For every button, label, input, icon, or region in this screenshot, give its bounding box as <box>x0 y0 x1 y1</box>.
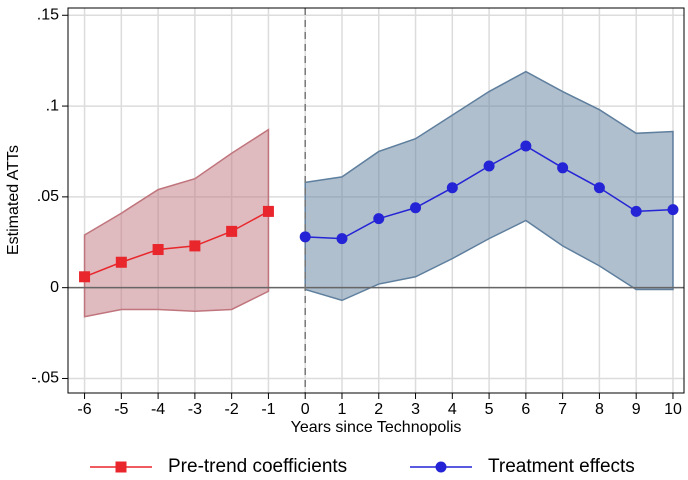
marker <box>446 182 458 194</box>
marker <box>373 213 385 225</box>
x-tick-label: 10 <box>664 401 682 418</box>
x-tick-label: -5 <box>114 401 128 418</box>
x-tick-label: 2 <box>374 401 383 418</box>
marker <box>483 160 495 172</box>
marker <box>79 271 91 283</box>
confidence-band <box>83 128 270 318</box>
x-tick-label: 5 <box>485 401 494 418</box>
x-tick-label: -6 <box>77 401 91 418</box>
x-tick-label: 7 <box>558 401 567 418</box>
marker <box>336 233 348 245</box>
x-tick-label: 9 <box>632 401 641 418</box>
x-tick-label: -4 <box>151 401 165 418</box>
x-tick-label: -1 <box>261 401 275 418</box>
x-tick-label: 6 <box>521 401 530 418</box>
y-tick-label: -.05 <box>31 370 59 387</box>
marker <box>115 256 127 268</box>
x-tick-label: 3 <box>411 401 420 418</box>
marker <box>152 244 164 256</box>
legend-label: Treatment effects <box>488 456 635 477</box>
plot-frame <box>67 7 685 394</box>
marker <box>520 140 532 152</box>
y-tick-label: .1 <box>46 97 59 114</box>
x-tick-label: 0 <box>301 401 310 418</box>
marker <box>630 205 642 217</box>
x-tick-label: -3 <box>188 401 202 418</box>
y-tick-label: .05 <box>37 188 59 205</box>
marker <box>299 231 311 243</box>
marker <box>557 162 569 174</box>
x-tick-label: 4 <box>448 401 457 418</box>
confidence-band <box>304 70 674 302</box>
x-tick-label: -2 <box>225 401 239 418</box>
legend-marker <box>435 461 447 473</box>
legend-label: Pre-trend coefficients <box>168 456 347 477</box>
y-tick-label: 0 <box>50 279 59 296</box>
series-line <box>84 210 269 278</box>
marker <box>667 204 679 216</box>
y-tick-label: .15 <box>37 6 59 23</box>
marker <box>189 240 201 252</box>
x-tick-label: 8 <box>595 401 604 418</box>
x-tick-label: 1 <box>338 401 347 418</box>
marker <box>262 205 274 217</box>
marker <box>410 202 422 214</box>
x-axis-label: Years since Technopolis <box>291 419 462 436</box>
legend-marker <box>115 461 127 473</box>
marker <box>226 225 238 237</box>
marker <box>593 182 605 194</box>
y-axis-label: Estimated ATTs <box>5 145 22 255</box>
